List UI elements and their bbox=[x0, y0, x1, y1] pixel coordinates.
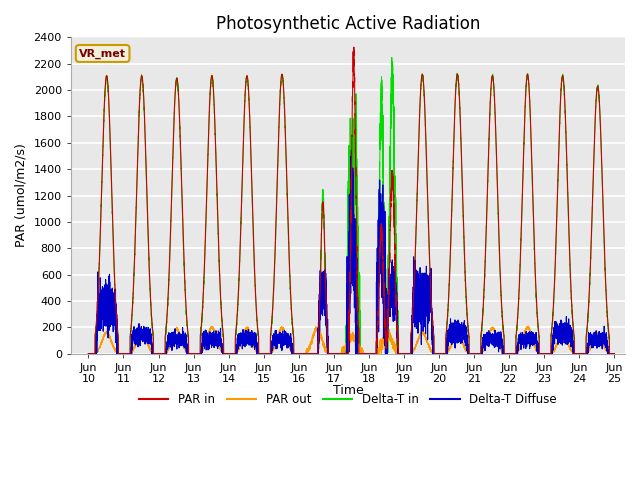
Y-axis label: PAR (umol/m2/s): PAR (umol/m2/s) bbox=[15, 144, 28, 248]
Legend: PAR in, PAR out, Delta-T in, Delta-T Diffuse: PAR in, PAR out, Delta-T in, Delta-T Dif… bbox=[134, 389, 562, 411]
Bar bbox=[71, 11, 625, 37]
Text: VR_met: VR_met bbox=[79, 48, 126, 59]
Title: Photosynthetic Active Radiation: Photosynthetic Active Radiation bbox=[216, 15, 480, 33]
X-axis label: Time: Time bbox=[333, 384, 364, 397]
